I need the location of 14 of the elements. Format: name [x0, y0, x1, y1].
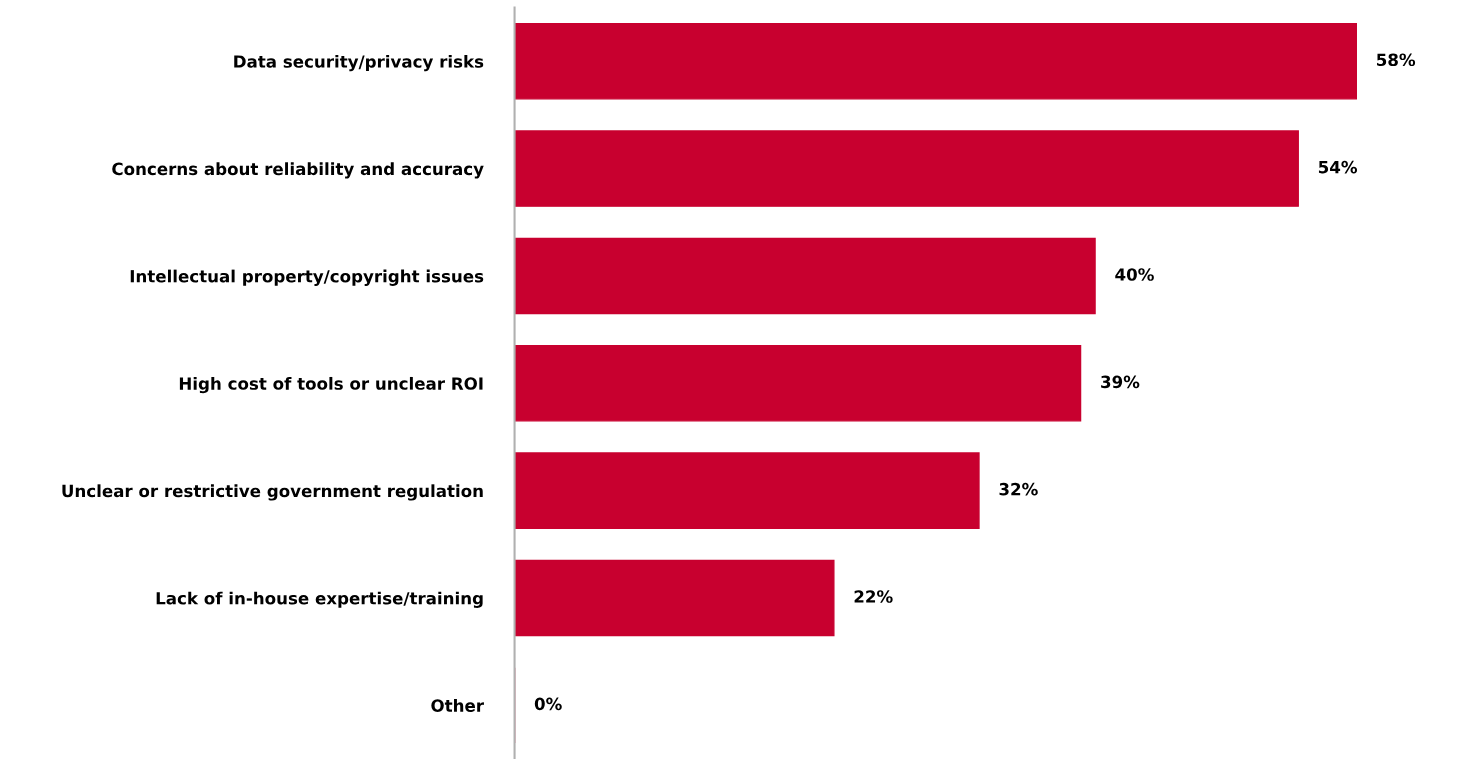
y-tick-label: Unclear or restrictive government regulation	[62, 484, 483, 501]
data-label: 22%	[854, 590, 893, 603]
y-tick-label: Data security/privacy risks	[234, 54, 484, 72]
data-label: 58%	[1377, 53, 1416, 67]
y-tick-label: Intellectual property/copyright issues	[130, 269, 484, 286]
y-tick-label: Other	[431, 699, 484, 712]
data-label: 40%	[1115, 268, 1154, 281]
y-tick-label: High cost of tools or unclear ROI	[179, 376, 483, 394]
data-label: 54%	[1318, 160, 1358, 174]
y-tick-label: Lack of in-house expertise/training	[156, 591, 483, 608]
data-label: 32%	[999, 482, 1038, 496]
y-tick-label: Concerns about reliability and accuracy	[112, 162, 484, 179]
data-label: 0%	[534, 697, 562, 711]
data-label: 39%	[1101, 375, 1140, 389]
